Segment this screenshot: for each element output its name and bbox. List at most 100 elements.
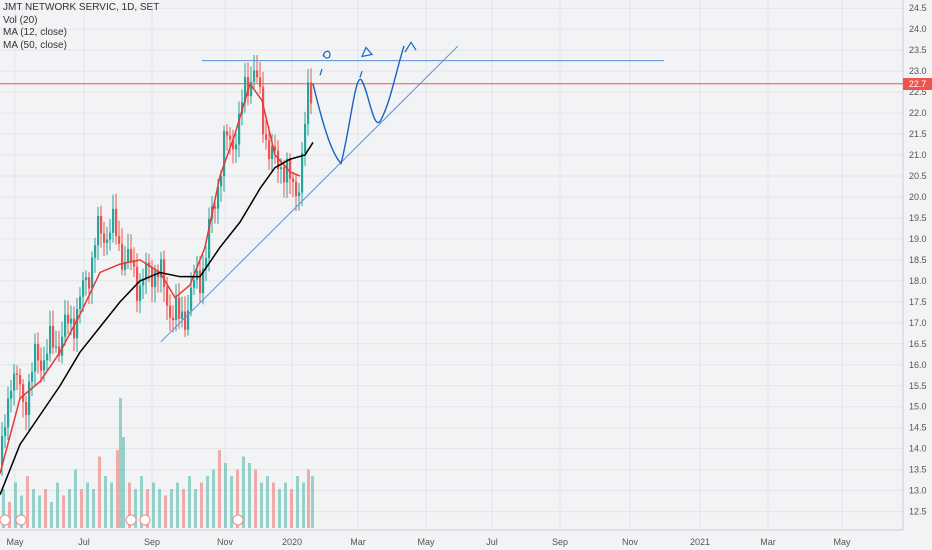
candle-body bbox=[79, 296, 82, 309]
volume-bar bbox=[128, 482, 131, 528]
candle-body bbox=[259, 77, 262, 87]
y-tick-label: 18.0 bbox=[909, 276, 927, 286]
candle-body bbox=[142, 279, 145, 286]
y-tick-label: 22.5 bbox=[909, 87, 927, 97]
candle-body bbox=[199, 270, 202, 294]
candle-body bbox=[133, 261, 136, 267]
candle-body bbox=[130, 249, 133, 262]
x-tick-label: May bbox=[417, 537, 435, 547]
volume-bar bbox=[164, 495, 167, 528]
candle-body bbox=[22, 384, 25, 402]
y-tick-label: 17.5 bbox=[909, 297, 927, 307]
volume-bar bbox=[218, 450, 221, 528]
volume-bar bbox=[200, 482, 203, 528]
support-trendline bbox=[160, 45, 459, 343]
volume-bar bbox=[8, 502, 11, 528]
volume-bar bbox=[20, 495, 23, 528]
candle-body bbox=[217, 186, 220, 209]
volume-bar bbox=[2, 489, 5, 528]
candle-body bbox=[1, 436, 4, 466]
volume-bar bbox=[290, 489, 293, 528]
x-tick-label: Mar bbox=[350, 537, 366, 547]
candle-body bbox=[280, 167, 283, 170]
x-tick-label: 2021 bbox=[690, 537, 710, 547]
candle-body bbox=[139, 285, 142, 301]
x-tick-label: May bbox=[833, 537, 851, 547]
candle-body bbox=[127, 249, 130, 262]
volume-bar bbox=[98, 456, 101, 528]
volume-bar bbox=[38, 495, 41, 528]
candle-body bbox=[190, 287, 193, 311]
candle-body bbox=[76, 308, 79, 339]
candle-body bbox=[28, 381, 31, 415]
y-tick-label: 23.0 bbox=[909, 66, 927, 76]
candle-body bbox=[64, 314, 67, 337]
candle-body bbox=[295, 181, 298, 197]
volume-bar bbox=[307, 469, 310, 528]
y-tick-label: 21.5 bbox=[909, 129, 927, 139]
volume-bar bbox=[248, 463, 251, 528]
candle-body bbox=[283, 167, 286, 183]
volume-bar bbox=[188, 476, 191, 528]
y-tick-label: 20.5 bbox=[909, 171, 927, 181]
volume-bar bbox=[182, 489, 185, 528]
y-tick-label: 20.0 bbox=[909, 192, 927, 202]
volume-bar bbox=[44, 489, 47, 528]
x-tick-label: 2020 bbox=[282, 537, 302, 547]
annotation-mark bbox=[360, 46, 374, 58]
candle-body bbox=[289, 158, 292, 179]
y-tick-label: 16.0 bbox=[909, 360, 927, 370]
candle-body bbox=[37, 344, 40, 361]
y-tick-label: 13.5 bbox=[909, 465, 927, 475]
candle-body bbox=[226, 131, 229, 136]
x-tick-label: Jul bbox=[486, 537, 498, 547]
candle-body bbox=[187, 310, 190, 330]
volume-bar bbox=[56, 482, 59, 528]
candle-body bbox=[232, 139, 235, 150]
y-tick-label: 24.0 bbox=[909, 24, 927, 34]
y-tick-label: 19.0 bbox=[909, 234, 927, 244]
volume-bar bbox=[158, 489, 161, 528]
y-tick-label: 24.5 bbox=[909, 3, 927, 13]
candle-body bbox=[172, 317, 175, 321]
volume-bar bbox=[242, 456, 245, 528]
volume-bar bbox=[86, 482, 89, 528]
candle-body bbox=[97, 215, 100, 246]
candle-body bbox=[34, 344, 37, 372]
candle-body bbox=[100, 215, 103, 234]
candle-body bbox=[292, 178, 295, 182]
candle-body bbox=[229, 135, 232, 140]
candle-body bbox=[208, 218, 211, 259]
volume-bar bbox=[32, 489, 35, 528]
candle-body bbox=[214, 206, 217, 209]
x-tick-label: Nov bbox=[622, 537, 639, 547]
candle-body bbox=[301, 152, 304, 193]
volume-bar bbox=[230, 476, 233, 528]
event-marker bbox=[125, 514, 137, 526]
candle-body bbox=[49, 325, 52, 354]
y-tick-label: 17.0 bbox=[909, 318, 927, 328]
volume-bar bbox=[272, 482, 275, 528]
x-tick-label: Mar bbox=[760, 537, 776, 547]
candle-body bbox=[196, 270, 199, 281]
candle-body bbox=[109, 232, 112, 240]
candle-body bbox=[151, 267, 154, 288]
candle-body bbox=[124, 261, 127, 270]
candle-body bbox=[43, 360, 46, 371]
candle-body bbox=[298, 192, 301, 197]
candle-body bbox=[94, 245, 97, 258]
volume-bar bbox=[116, 450, 119, 528]
candle-body bbox=[262, 86, 265, 135]
event-marker bbox=[0, 514, 11, 526]
volume-bar bbox=[134, 489, 137, 528]
candle-body bbox=[202, 268, 205, 294]
event-marker bbox=[15, 514, 27, 526]
volume-bar bbox=[194, 489, 197, 528]
candle-body bbox=[70, 318, 73, 324]
last-price-badge: 22.7 bbox=[903, 77, 932, 90]
legend-vol: Vol (20) bbox=[3, 14, 38, 26]
candle-body bbox=[205, 258, 208, 269]
candle-body bbox=[118, 236, 121, 244]
